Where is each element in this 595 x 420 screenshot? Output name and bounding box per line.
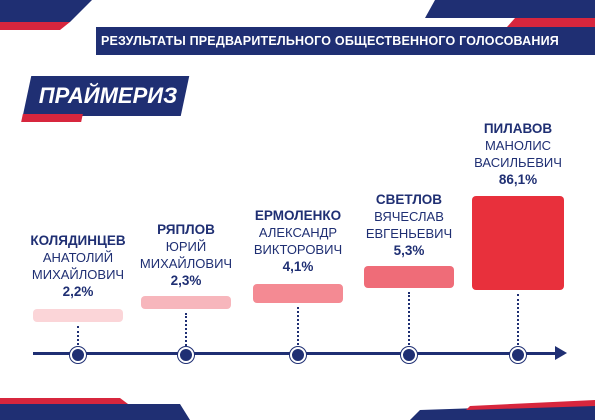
timeline-node-3 <box>290 347 306 363</box>
brand-label: ПРАЙМЕРИЗ <box>38 83 178 108</box>
stripe-blue <box>425 0 595 18</box>
stripe-red <box>507 18 595 27</box>
connector-4 <box>408 292 410 349</box>
candidate-surname: ПИЛАВОВ <box>483 121 553 136</box>
bar-1 <box>33 309 123 322</box>
candidate-surname: ЕРМОЛЕНКО <box>254 208 342 223</box>
bar-5 <box>472 196 564 290</box>
timeline-node-4 <box>401 347 417 363</box>
candidate-name: ЮРИЙ <box>165 239 207 254</box>
connector-3 <box>297 306 299 349</box>
candidate-label-3: ЕРМОЛЕНКО АЛЕКСАНДР ВИКТОРОВИЧ 4,1% <box>228 207 368 275</box>
candidate-name: ВЯЧЕСЛАВ <box>374 209 444 224</box>
stripe-blue <box>0 404 190 420</box>
connector-1 <box>77 325 79 349</box>
candidate-surname: КОЛЯДИНЦЕВ <box>30 233 126 248</box>
timeline-node-2 <box>178 347 194 363</box>
candidate-surname: СВЕТЛОВ <box>375 192 443 207</box>
candidate-name: АЛЕКСАНДР <box>258 225 338 240</box>
bar-4 <box>364 266 454 289</box>
candidate-label-5: ПИЛАВОВ МАНОЛИС ВАСИЛЬЕВИЧ 86,1% <box>448 120 588 188</box>
brand-accent <box>21 114 83 122</box>
candidate-patronymic: МИХАЙЛОВИЧ <box>139 256 233 271</box>
candidate-percent: 2,3% <box>170 273 202 288</box>
timeline-node-5 <box>510 347 526 363</box>
stripe-blue-right <box>410 404 595 420</box>
candidate-surname: РЯПЛОВ <box>157 222 215 237</box>
connector-2 <box>185 313 187 349</box>
header-stripes-left <box>0 0 92 30</box>
candidate-label-1: КОЛЯДИНЦЕВ АНАТОЛИЙ МИХАЙЛОВИЧ 2,2% <box>8 232 148 300</box>
header-stripes-right <box>425 0 595 27</box>
timeline-arrow-icon <box>555 346 567 360</box>
candidate-label-4: СВЕТЛОВ ВЯЧЕСЛАВ ЕВГЕНЬЕВИЧ 5,3% <box>339 191 479 259</box>
candidate-name: МАНОЛИС <box>484 138 552 153</box>
candidate-patronymic: МИХАЙЛОВИЧ <box>31 267 125 282</box>
footer-stripes <box>0 398 595 420</box>
candidate-percent: 5,3% <box>393 243 425 258</box>
candidate-patronymic: ЕВГЕНЬЕВИЧ <box>365 226 453 241</box>
candidate-patronymic: ВАСИЛЬЕВИЧ <box>474 155 562 170</box>
timeline-node-1 <box>70 347 86 363</box>
candidate-name: АНАТОЛИЙ <box>42 250 114 265</box>
bar-2 <box>141 296 231 310</box>
candidate-percent: 86,1% <box>498 172 538 187</box>
candidate-percent: 4,1% <box>282 259 314 274</box>
candidate-patronymic: ВИКТОРОВИЧ <box>253 242 343 257</box>
candidate-label-2: РЯПЛОВ ЮРИЙ МИХАЙЛОВИЧ 2,3% <box>116 221 256 289</box>
stripe-red <box>0 22 70 30</box>
bar-3 <box>253 284 343 303</box>
candidate-percent: 2,2% <box>62 284 94 299</box>
page-title: РЕЗУЛЬТАТЫ ПРЕДВАРИТЕЛЬНОГО ОБЩЕСТВЕННОГ… <box>100 34 559 48</box>
stripe-red-right <box>466 400 595 410</box>
stripe-blue <box>0 0 92 22</box>
header-bar <box>96 27 595 55</box>
connector-5 <box>517 294 519 349</box>
stripe-red <box>0 398 128 404</box>
arrow-head <box>555 346 567 360</box>
